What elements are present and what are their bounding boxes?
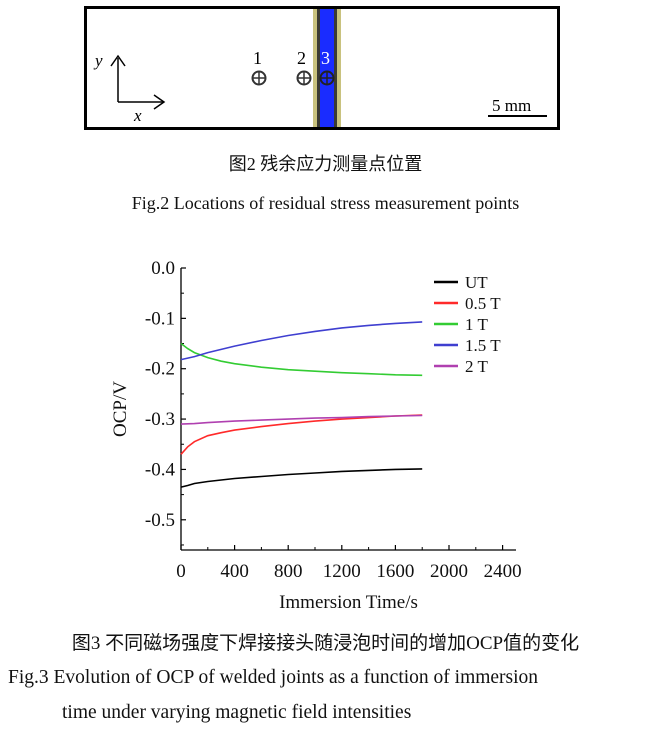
measurement-point-2: 2: [296, 48, 312, 86]
x-tick-label: 1200: [323, 561, 361, 582]
fig2-specimen-diagram: y x 1 2 3 5 mm: [84, 6, 560, 130]
point-label-3: 3: [321, 48, 330, 68]
point-label-1: 1: [253, 48, 262, 68]
series-line-1-T: [180, 342, 423, 377]
fig2-caption-cn: 图2 残余应力测量点位置: [228, 154, 423, 174]
x-axis-title: Immersion Time/s: [279, 592, 418, 613]
x-tick-label: 2000: [430, 561, 468, 582]
y-tick-label: 0.0: [151, 258, 175, 279]
x-tick-label: 800: [274, 561, 303, 582]
x-tick-label: 400: [220, 561, 249, 582]
fig3-caption-en-line2: time under varying magnetic field intens…: [62, 702, 412, 723]
weld-zone-edge-right: [334, 9, 337, 127]
legend-label-2-T: 2 T: [465, 357, 488, 376]
measurement-point-3: 3: [319, 48, 335, 86]
legend-label-0.5-T: 0.5 T: [465, 294, 501, 313]
fig2-caption-en: Fig.2 Locations of residual stress measu…: [131, 193, 520, 213]
x-tick-label: 2400: [484, 561, 522, 582]
series-line-1.5-T: [180, 321, 423, 361]
x-tick-label: 1600: [376, 561, 414, 582]
legend-label-1.5-T: 1.5 T: [465, 336, 501, 355]
measurement-point-1: 1: [251, 48, 267, 86]
y-tick-label: -0.2: [145, 359, 175, 380]
ocp-chart: 0 400 800 1200 1600 2000 2400 0.0 -0.1 -0.2 -0.3 -0…: [110, 258, 522, 613]
x-axis-arrowhead: [153, 94, 166, 110]
y-tick-label: -0.5: [145, 510, 175, 531]
legend-label-1-T: 1 T: [465, 315, 488, 334]
y-axis-title: OCP/V: [110, 381, 131, 437]
legend-label-UT: UT: [465, 273, 488, 292]
x-tick-label: 0: [176, 561, 186, 582]
y-tick-label: -0.1: [145, 308, 175, 329]
x-axis-label: x: [133, 106, 142, 125]
y-axis-arrowhead: [110, 54, 126, 67]
series-line-0.5-T: [180, 414, 423, 455]
fig3-caption-en-line1: Fig.3 Evolution of OCP of welded joints …: [8, 667, 539, 688]
y-tick-label: -0.3: [145, 409, 175, 430]
weld-fusion-line: [320, 9, 334, 127]
series-line-2-T: [180, 414, 423, 425]
fig3-caption-cn: 图3 不同磁场强度下焊接接头随浸泡时间的增加OCP值的变化: [71, 633, 580, 654]
scale-bar-label: 5 mm: [492, 96, 531, 115]
y-tick-label: -0.4: [145, 459, 176, 480]
y-axis-label: y: [93, 51, 103, 70]
series-line-UT: [180, 468, 423, 488]
point-label-2: 2: [297, 48, 306, 68]
weld-zone-edge-left: [317, 9, 320, 127]
